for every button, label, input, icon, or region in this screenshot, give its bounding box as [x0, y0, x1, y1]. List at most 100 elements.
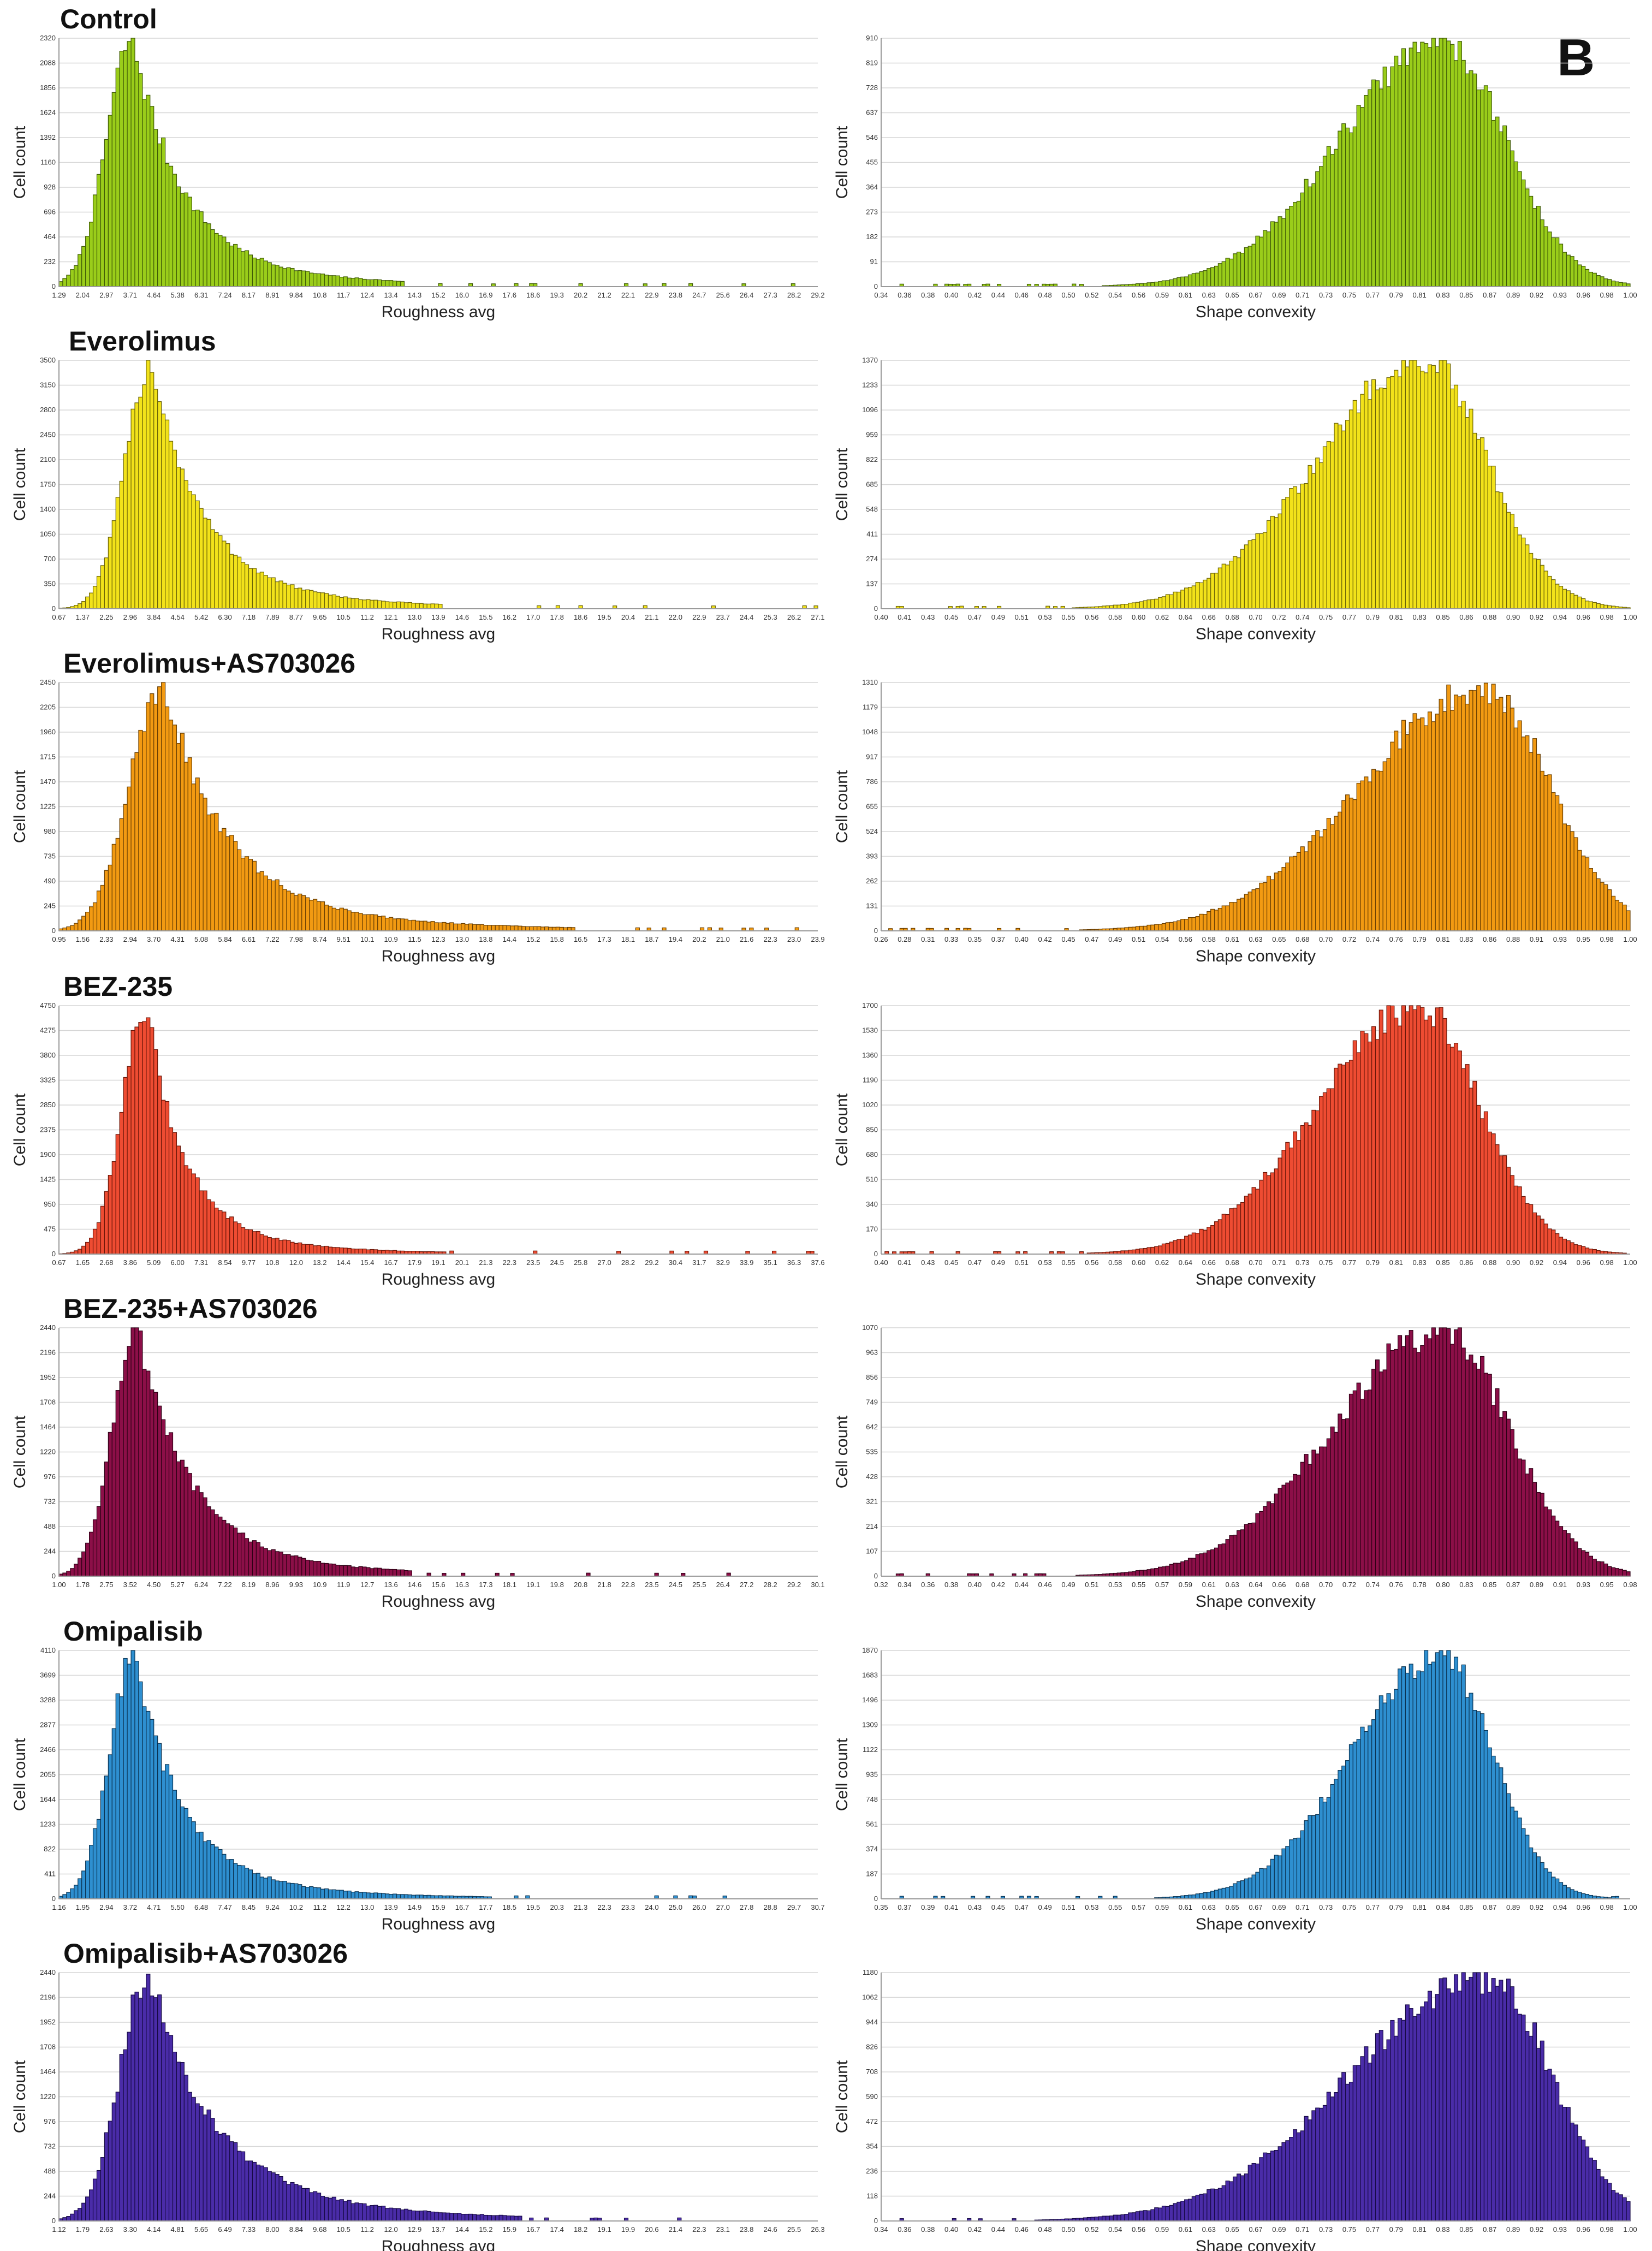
histogram-bar — [1592, 602, 1597, 609]
histogram-bar — [366, 1567, 371, 1577]
histogram-bar — [1364, 1731, 1369, 1899]
x-tick-label: 0.76 — [1389, 1581, 1403, 1589]
histogram-bar — [313, 2191, 318, 2222]
x-tick-label: 0.53 — [1038, 613, 1051, 621]
histogram-bar — [1237, 1204, 1241, 1255]
histogram-bar — [1296, 2132, 1301, 2222]
histogram-bar — [1371, 1369, 1376, 1577]
x-tick-label: 0.47 — [968, 613, 982, 621]
histogram-bar — [1274, 1855, 1279, 1899]
histogram-bar — [537, 926, 542, 931]
histogram-bar — [502, 925, 507, 931]
y-tick-label: 0 — [52, 926, 56, 935]
histogram-bar — [1251, 539, 1256, 609]
histogram-bar — [1285, 497, 1290, 609]
x-tick-label: 0.75 — [1342, 291, 1356, 299]
x-tick-label: 22.1 — [621, 291, 635, 299]
histogram-bar — [1487, 1374, 1492, 1577]
histogram-bar — [1566, 254, 1571, 287]
histogram-bar — [146, 1710, 151, 1899]
histogram-bar — [66, 926, 71, 931]
histogram-bar — [259, 258, 264, 287]
y-tick-label: 910 — [866, 34, 878, 42]
histogram-bar — [1409, 47, 1413, 287]
histogram-bar — [1348, 2082, 1353, 2222]
histogram-bar — [165, 1101, 170, 1255]
histogram-bar — [1319, 166, 1324, 287]
histogram-bar — [172, 174, 177, 287]
histogram-bar — [1263, 1506, 1268, 1577]
histogram-bar — [282, 1239, 287, 1255]
x-tick-label: 25.0 — [669, 1903, 682, 1911]
histogram-bar — [1247, 1523, 1252, 1577]
x-tick-label: 10.1 — [360, 935, 374, 943]
x-tick-label: 0.68 — [1296, 1581, 1309, 1589]
histogram-bar — [1566, 1887, 1571, 1899]
histogram-bar — [123, 1077, 128, 1255]
histogram-bar — [1274, 1493, 1279, 1577]
histogram-bar — [350, 1892, 355, 1899]
histogram-bar — [1420, 371, 1425, 609]
y-tick-label: 856 — [866, 1373, 878, 1381]
histogram-bar — [1513, 527, 1518, 609]
histogram-bar — [335, 909, 340, 931]
histogram-bar — [1424, 1019, 1429, 1255]
histogram-bar — [267, 262, 272, 287]
histogram-bar — [1233, 2176, 1238, 2222]
x-tick-label: 0.95 — [52, 935, 66, 943]
histogram-bar — [1345, 127, 1350, 287]
histogram-bar — [74, 1564, 79, 1577]
histogram-bar — [206, 223, 211, 287]
histogram-bar — [381, 916, 386, 931]
x-tick-label: 0.66 — [1272, 1581, 1286, 1589]
condition-title: BEZ-235 — [63, 971, 173, 1002]
x-tick-label: 0.58 — [1108, 613, 1122, 621]
histogram-bar — [157, 143, 162, 287]
histogram-bar — [1158, 1566, 1163, 1577]
y-tick-label: 475 — [44, 1225, 56, 1233]
x-tick-label: 1.00 — [1623, 613, 1637, 621]
histogram-bar — [544, 926, 549, 931]
histogram-bar — [255, 1542, 260, 1577]
x-tick-label: 24.0 — [645, 1903, 658, 1911]
y-tick-label: 1464 — [40, 1423, 56, 1431]
x-tick-label: 0.43 — [921, 1258, 935, 1267]
histogram-bar — [1398, 749, 1403, 931]
histogram-bar — [278, 1881, 283, 1899]
histogram-bar — [168, 1127, 174, 1255]
histogram-bar — [498, 2214, 503, 2222]
histogram-bar — [127, 1346, 132, 1577]
histogram-bar — [1270, 221, 1275, 287]
histogram-bar — [313, 1245, 318, 1255]
histogram-bar — [305, 589, 310, 609]
y-axis-label: Cell count — [833, 2060, 851, 2133]
x-tick-label: 0.96 — [1577, 1903, 1590, 1911]
y-axis-label: Cell count — [11, 1415, 29, 1488]
histogram-bar — [1547, 2069, 1552, 2222]
x-tick-label: 9.93 — [289, 1581, 303, 1589]
x-tick-label: 6.49 — [218, 2225, 231, 2234]
x-tick-label: 7.47 — [218, 1903, 231, 1911]
histogram-bar — [1469, 70, 1473, 287]
y-tick-label: 131 — [866, 902, 878, 910]
histogram-bar — [350, 1248, 355, 1255]
x-tick-label: 0.79 — [1366, 613, 1380, 621]
histogram-bar — [1315, 458, 1320, 609]
histogram-bar — [142, 1706, 147, 1899]
histogram-bar — [389, 2207, 394, 2222]
histogram-bar — [214, 1208, 219, 1255]
histogram-bar — [1529, 2035, 1534, 2222]
histogram-bar — [100, 1486, 105, 1577]
histogram-bar — [1237, 2173, 1241, 2222]
x-tick-label: 0.69 — [1272, 291, 1286, 299]
histogram-bar — [301, 2188, 306, 2222]
histogram-bar — [1405, 1011, 1410, 1255]
histogram-bar — [180, 2062, 185, 2222]
histogram-bar — [203, 1190, 207, 1255]
histogram-bar — [1412, 41, 1417, 287]
histogram-bar — [385, 1569, 390, 1577]
x-tick-label: 2.96 — [123, 613, 137, 621]
histogram-bar — [373, 2205, 378, 2222]
histogram-bar — [1409, 722, 1413, 931]
histogram-bar — [1562, 252, 1567, 287]
